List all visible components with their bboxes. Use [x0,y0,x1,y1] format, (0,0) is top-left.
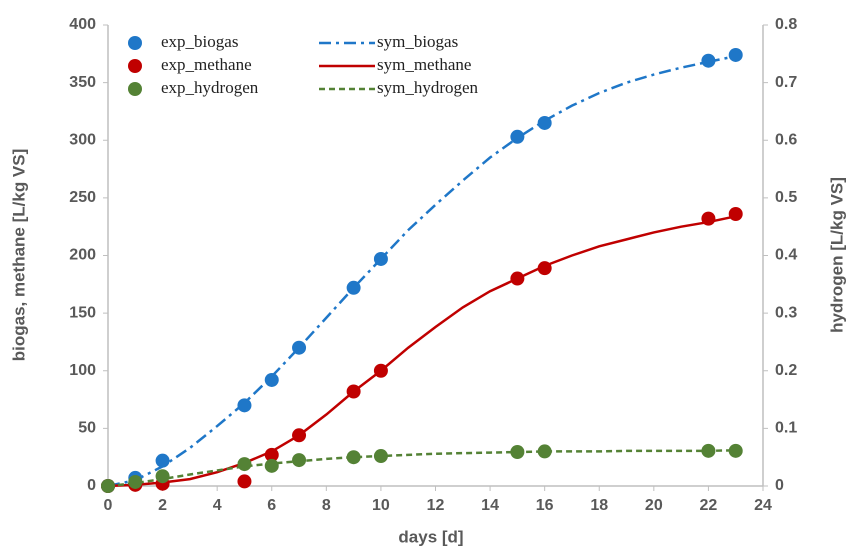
data-point [537,115,552,130]
x-tick-label: 10 [372,497,390,514]
data-point [728,443,743,458]
legend-marker [128,59,142,73]
y2-tick-label: 0.3 [775,304,797,321]
data-point [128,474,143,489]
data-point [237,457,252,472]
y2-axis-title: hydrogen [L/kg VS] [827,177,846,333]
data-point [701,211,716,226]
data-point [537,261,552,276]
y-tick-label: 300 [69,131,96,148]
legend-label: exp_hydrogen [161,78,259,97]
legend-marker [128,82,142,96]
x-tick-label: 24 [754,497,772,514]
y2-tick-label: 0.4 [775,247,797,264]
y-tick-label: 100 [69,362,96,379]
y-tick-label: 0 [87,477,96,494]
x-tick-label: 6 [267,497,276,514]
legend-label: sym_biogas [377,32,458,51]
series-line [107,215,736,488]
x-tick-label: 14 [481,497,499,514]
y-tick-label: 150 [69,304,96,321]
y2-tick-label: 0 [775,477,784,494]
y2-tick-label: 0.8 [775,16,797,33]
y-tick-label: 200 [69,247,96,264]
data-point [292,340,307,355]
data-point [510,129,525,144]
data-point [701,53,716,68]
x-tick-label: 18 [590,497,608,514]
x-tick-label: 22 [700,497,718,514]
data-point [237,474,252,489]
x-tick-label: 0 [104,497,113,514]
data-point [346,384,361,399]
data-point [701,443,716,458]
x-tick-label: 4 [213,497,222,514]
y2-tick-label: 0.5 [775,189,797,206]
x-tick-label: 8 [322,497,331,514]
data-point [292,453,307,468]
data-point [346,450,361,465]
data-point [373,363,388,378]
legend-marker [128,36,142,50]
data-point [728,207,743,222]
y2-tick-label: 0.2 [775,362,797,379]
data-point [373,449,388,464]
legend-label: sym_methane [377,55,471,74]
x-tick-label: 2 [158,497,167,514]
y2-tick-label: 0.1 [775,420,797,437]
series-line [107,54,736,488]
data-point [537,444,552,459]
data-point [264,447,279,462]
x-tick-label: 20 [645,497,663,514]
data-point [264,458,279,473]
data-point [155,453,170,468]
data-point [346,280,361,295]
data-point [728,47,743,62]
data-point [101,479,115,493]
data-point [292,428,307,443]
y-tick-label: 350 [69,74,96,91]
data-point [510,445,525,460]
x-tick-label: 12 [427,497,445,514]
y-axis-title: biogas, methane [L/kg VS] [9,149,28,362]
data-point [155,469,170,484]
data-point [264,372,279,387]
legend-label: exp_biogas [161,32,238,51]
y-tick-label: 400 [69,16,96,33]
y-tick-label: 50 [78,420,96,437]
legend-label: sym_hydrogen [377,78,479,97]
y-tick-label: 250 [69,189,96,206]
x-tick-label: 16 [536,497,554,514]
legend-label: exp_methane [161,55,252,74]
y2-tick-label: 0.6 [775,131,797,148]
x-axis-title: days [d] [398,527,463,546]
series-line [107,449,736,488]
data-point [373,251,388,266]
y2-tick-label: 0.7 [775,74,797,91]
data-point [237,398,252,413]
data-point [510,271,525,286]
